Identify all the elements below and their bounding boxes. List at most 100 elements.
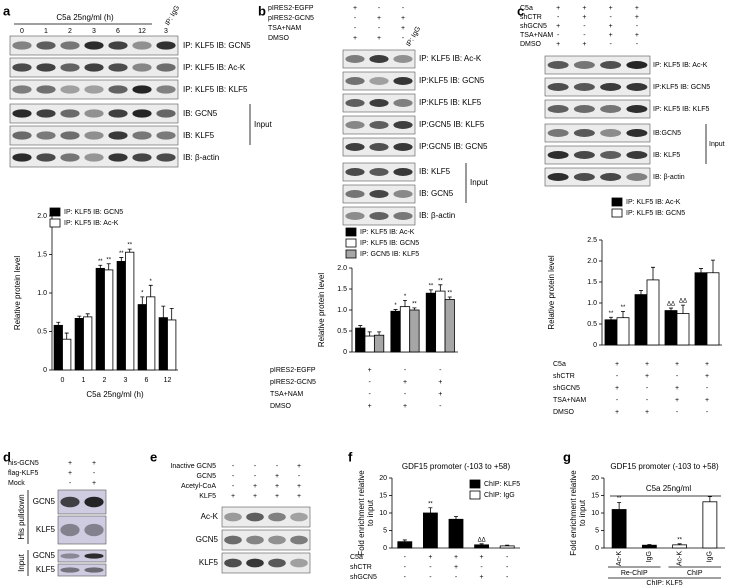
band <box>60 63 80 72</box>
y-axis-label: Relative protein level <box>13 256 22 330</box>
bar <box>364 335 375 353</box>
y-tick-label: 5 <box>383 527 387 534</box>
blot-label: GCN5 <box>196 535 219 544</box>
band <box>573 151 595 159</box>
error-bar <box>77 315 82 319</box>
condition-mark: + <box>353 35 357 42</box>
band <box>156 109 176 118</box>
condition-mark: + <box>609 23 613 30</box>
band <box>36 153 56 162</box>
y-tick-label: 2.5 <box>587 237 597 244</box>
bar <box>448 518 464 549</box>
band <box>60 131 80 140</box>
condition-mark: + <box>297 483 301 490</box>
condition-mark: + <box>297 463 301 470</box>
condition-name: shCTR <box>350 564 372 571</box>
significance: * <box>150 279 153 285</box>
condition-name: GCN5 <box>197 473 217 480</box>
significance: ** <box>119 251 124 257</box>
blot <box>221 529 311 551</box>
bar <box>409 309 420 353</box>
x-tick-label: 1 <box>82 377 86 384</box>
x-tick-label: 12 <box>164 377 172 384</box>
blot <box>544 55 651 75</box>
lane-label: 12 <box>138 28 146 35</box>
condition-name: DMSO <box>268 35 290 42</box>
blot <box>221 506 311 528</box>
condition-mark: - <box>706 409 709 416</box>
band <box>108 63 128 72</box>
condition-name: C5a <box>520 5 533 12</box>
significance: ** <box>438 278 443 284</box>
band <box>369 121 389 129</box>
blot-label: IB: KLF5 <box>419 167 451 176</box>
condition-name: pIRES2-GCN5 <box>268 15 314 22</box>
legend-swatch <box>49 218 61 228</box>
significance: ** <box>127 243 132 249</box>
x-axis-label: C5a 25ng/ml (h) <box>86 390 144 399</box>
band <box>393 121 413 129</box>
band <box>12 153 32 162</box>
significance: ΔΔ <box>478 537 486 543</box>
blot-label: GCN5 <box>33 497 56 506</box>
condition-mark: + <box>401 25 405 32</box>
condition-mark: + <box>705 397 709 404</box>
condition-name: shGCN5 <box>520 23 547 30</box>
condition-mark: + <box>556 41 560 48</box>
band <box>108 41 128 50</box>
y-tick-label: 0 <box>595 545 599 552</box>
significance: ** <box>428 501 433 507</box>
y-tick-label: 15 <box>379 492 387 499</box>
group-label: Input <box>709 141 725 148</box>
band <box>626 83 648 91</box>
condition-mark: + <box>68 470 72 477</box>
condition-mark: - <box>480 564 483 571</box>
condition-mark: + <box>438 391 442 398</box>
band <box>132 131 152 140</box>
condition-mark: - <box>254 473 257 480</box>
lane-label: 3 <box>164 28 168 35</box>
error-bar <box>367 331 372 337</box>
condition-mark: + <box>275 483 279 490</box>
error-bar <box>403 299 407 307</box>
band <box>268 535 286 545</box>
blot-label: IP:KLF5 IB: GCN5 <box>653 84 710 91</box>
band <box>547 151 569 159</box>
band <box>12 41 32 50</box>
band <box>84 496 104 508</box>
band <box>84 153 104 162</box>
blot-label: IP:GCN5 IB: KLF5 <box>419 120 485 129</box>
condition-mark: - <box>368 379 371 386</box>
y-tick-label: 1.0 <box>587 300 597 307</box>
blot-label: IP: KLF5 IB: GCN5 <box>183 41 251 50</box>
band <box>156 41 176 50</box>
y-tick-label: 0 <box>383 545 387 552</box>
band <box>132 85 152 94</box>
bar <box>397 541 413 549</box>
band <box>156 85 176 94</box>
band <box>60 553 80 559</box>
band <box>156 153 176 162</box>
condition-name: pIRES2-EGFP <box>270 367 316 374</box>
band <box>132 109 152 118</box>
condition-name: TSA+NAM <box>268 25 301 32</box>
band <box>573 83 595 91</box>
band <box>60 523 80 537</box>
condition-mark: + <box>480 574 484 581</box>
band <box>36 109 56 118</box>
panel-letter: d <box>3 449 11 464</box>
error-bar <box>647 544 652 546</box>
error-bar <box>609 316 613 320</box>
legend-label: IP: KLF5 IB: GCN5 <box>360 240 419 247</box>
blot-label: IP: KLF5 IB: KLF5 <box>183 85 248 94</box>
y-tick-label: 1.5 <box>37 251 47 258</box>
condition-mark: - <box>232 473 235 480</box>
y-tick-label: 1.0 <box>337 307 347 314</box>
blot <box>57 549 107 563</box>
error-bar <box>127 248 132 253</box>
blot <box>9 79 179 100</box>
band <box>224 512 242 522</box>
error-bar <box>699 268 703 273</box>
condition-name: shCTR <box>520 14 542 21</box>
x-tick-label: 3 <box>124 377 128 384</box>
